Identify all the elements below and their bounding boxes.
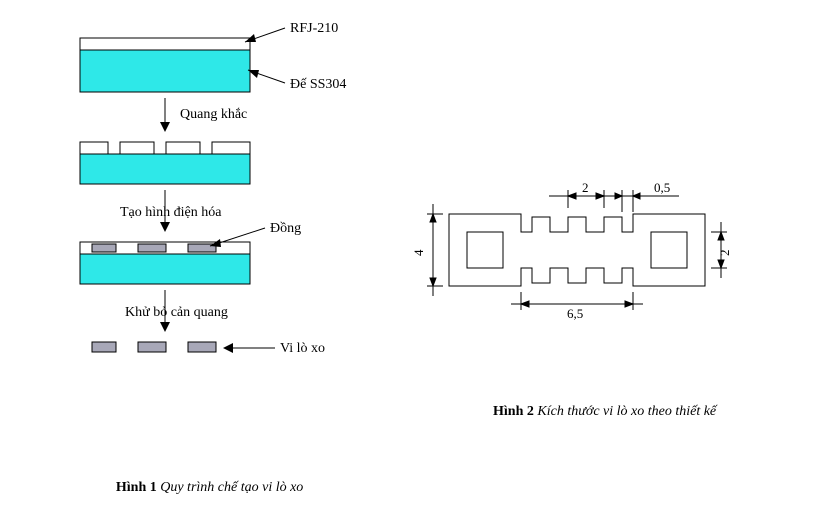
stage3-substrate [80,254,250,284]
inner-square-left [467,232,503,268]
dim-05: 0,5 [615,180,679,212]
stage2-resist-seg [120,142,154,154]
label-photolitho: Quang khắc [180,107,247,122]
inner-square-right [651,232,687,268]
dim-2b: 2 [711,222,732,278]
stage3-copper [92,244,116,252]
arrow3-head [160,322,170,332]
stage1-substrate [80,50,250,92]
stage4-piece [138,342,166,352]
stage2-substrate [80,154,250,184]
spring-outline [449,214,705,286]
label-copper: Đồng [270,221,301,236]
label-electroform: Tạo hình điện hóa [120,205,222,220]
spring-drawing-svg: 2 0,5 4 [399,104,819,384]
figure1-caption: Hình 1 Quy trình chế tạo vi lò xo [20,480,399,496]
arrow2-head [160,222,170,232]
figure-2: 2 0,5 4 [399,20,810,504]
dim-4-text: 4 [411,249,426,256]
figure2-caption-italic: Kích thước vi lò xo theo thiết kế [534,404,716,419]
dim-65-text: 6,5 [567,306,583,321]
stage3-copper [138,244,166,252]
stage1-resist [80,38,250,50]
callout-spring-arrowhead [223,343,233,353]
stage2-resist-seg [166,142,200,154]
figure2-caption: Hình 2 Kích thước vi lò xo theo thiết kế [399,404,810,420]
figure-1: RFJ-210 Đế SS304 Quang khắc Tạo hình điệ… [20,20,399,504]
dim-2b-text: 2 [717,250,732,257]
stage2-resist-seg [212,142,250,154]
figure2-caption-bold: Hình 2 [493,404,534,419]
dim-2-text: 2 [582,180,589,195]
process-flow-svg: RFJ-210 Đế SS304 Quang khắc Tạo hình điệ… [20,20,400,460]
dim-4: 4 [411,204,443,296]
dim-05-text: 0,5 [654,180,670,195]
label-remove-resist: Khử bỏ cản quang [125,305,228,320]
figure1-caption-bold: Hình 1 [116,480,157,495]
stage2-resist-seg [80,142,108,154]
figure1-caption-italic: Quy trình chế tạo vi lò xo [157,480,304,495]
figure-container: RFJ-210 Đế SS304 Quang khắc Tạo hình điệ… [20,20,810,504]
stage4-piece [188,342,216,352]
stage4-piece [92,342,116,352]
dim-2: 2 [549,180,623,208]
label-substrate: Đế SS304 [290,77,346,92]
dim-65: 6,5 [511,292,643,321]
arrow1-head [160,122,170,132]
label-microspring: Vi lò xo [280,341,325,356]
label-rfj: RFJ-210 [290,21,338,36]
